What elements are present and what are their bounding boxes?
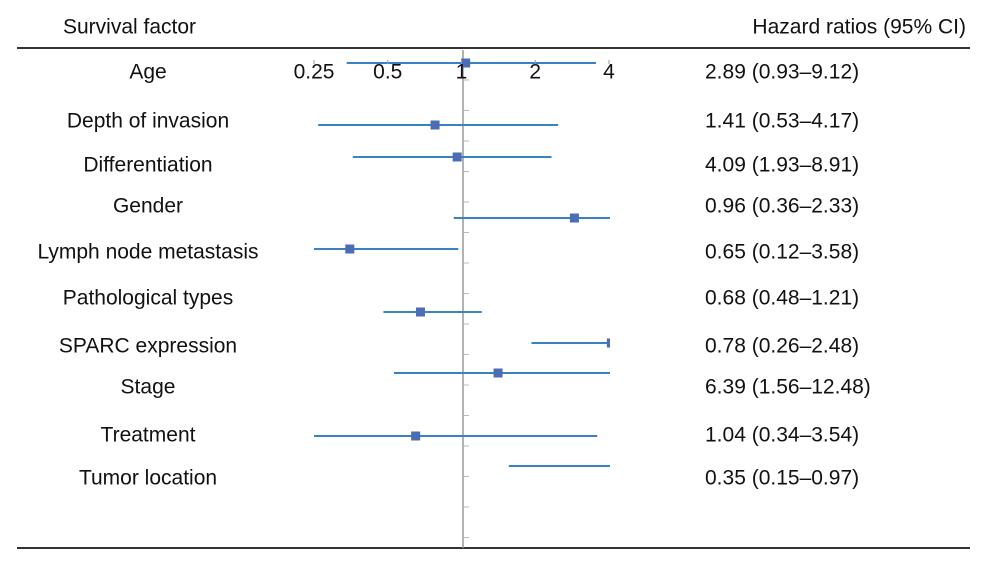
hazard-ratio-label: 0.68 (0.48–1.21) <box>705 287 859 310</box>
hazard-ratio-label: 1.04 (0.34–3.54) <box>705 424 859 447</box>
estimate-marker <box>493 368 503 378</box>
hazard-ratio-label: 0.35 (0.15–0.97) <box>705 467 859 490</box>
hazard-ratio-label: 0.78 (0.26–2.48) <box>705 335 859 358</box>
x-tick-label: 0.5 <box>373 61 402 84</box>
column-header: Survival factor <box>63 16 196 39</box>
factor-label: Age <box>129 61 166 84</box>
factor-label: Gender <box>113 195 183 218</box>
factor-label: Tumor location <box>79 467 217 490</box>
x-tick-label: 0.25 <box>294 61 335 84</box>
estimate-marker <box>345 244 355 254</box>
column-header: Hazard ratios (95% CI) <box>752 16 966 39</box>
factor-label: Stage <box>121 376 176 399</box>
factor-label: Depth of invasion <box>67 110 229 133</box>
factor-label: Differentiation <box>83 154 212 177</box>
hazard-ratio-label: 6.39 (1.56–12.48) <box>705 376 871 399</box>
factor-label: Lymph node metastasis <box>37 241 258 264</box>
estimate-marker <box>452 152 462 162</box>
hazard-ratio-label: 0.65 (0.12–3.58) <box>705 241 859 264</box>
x-tick-label: 2 <box>529 61 541 84</box>
plot-area <box>314 58 663 471</box>
estimate-marker <box>461 58 471 68</box>
factor-label: Treatment <box>101 424 196 447</box>
estimate-marker <box>415 307 425 317</box>
factor-label: SPARC expression <box>59 335 237 358</box>
x-tick-label: 1 <box>456 61 468 84</box>
hazard-ratio-label: 4.09 (1.93–8.91) <box>705 154 859 177</box>
estimate-marker <box>654 462 663 471</box>
estimate-marker <box>411 431 421 441</box>
estimate-marker <box>569 213 579 223</box>
estimate-marker <box>606 338 610 348</box>
hazard-ratio-label: 2.89 (0.93–9.12) <box>705 61 859 84</box>
factor-label: Pathological types <box>63 287 233 310</box>
hazard-ratio-label: 0.96 (0.36–2.33) <box>705 195 859 218</box>
estimate-marker <box>430 120 440 130</box>
hazard-ratio-label: 1.41 (0.53–4.17) <box>705 110 859 133</box>
x-tick-label: 4 <box>603 61 615 84</box>
